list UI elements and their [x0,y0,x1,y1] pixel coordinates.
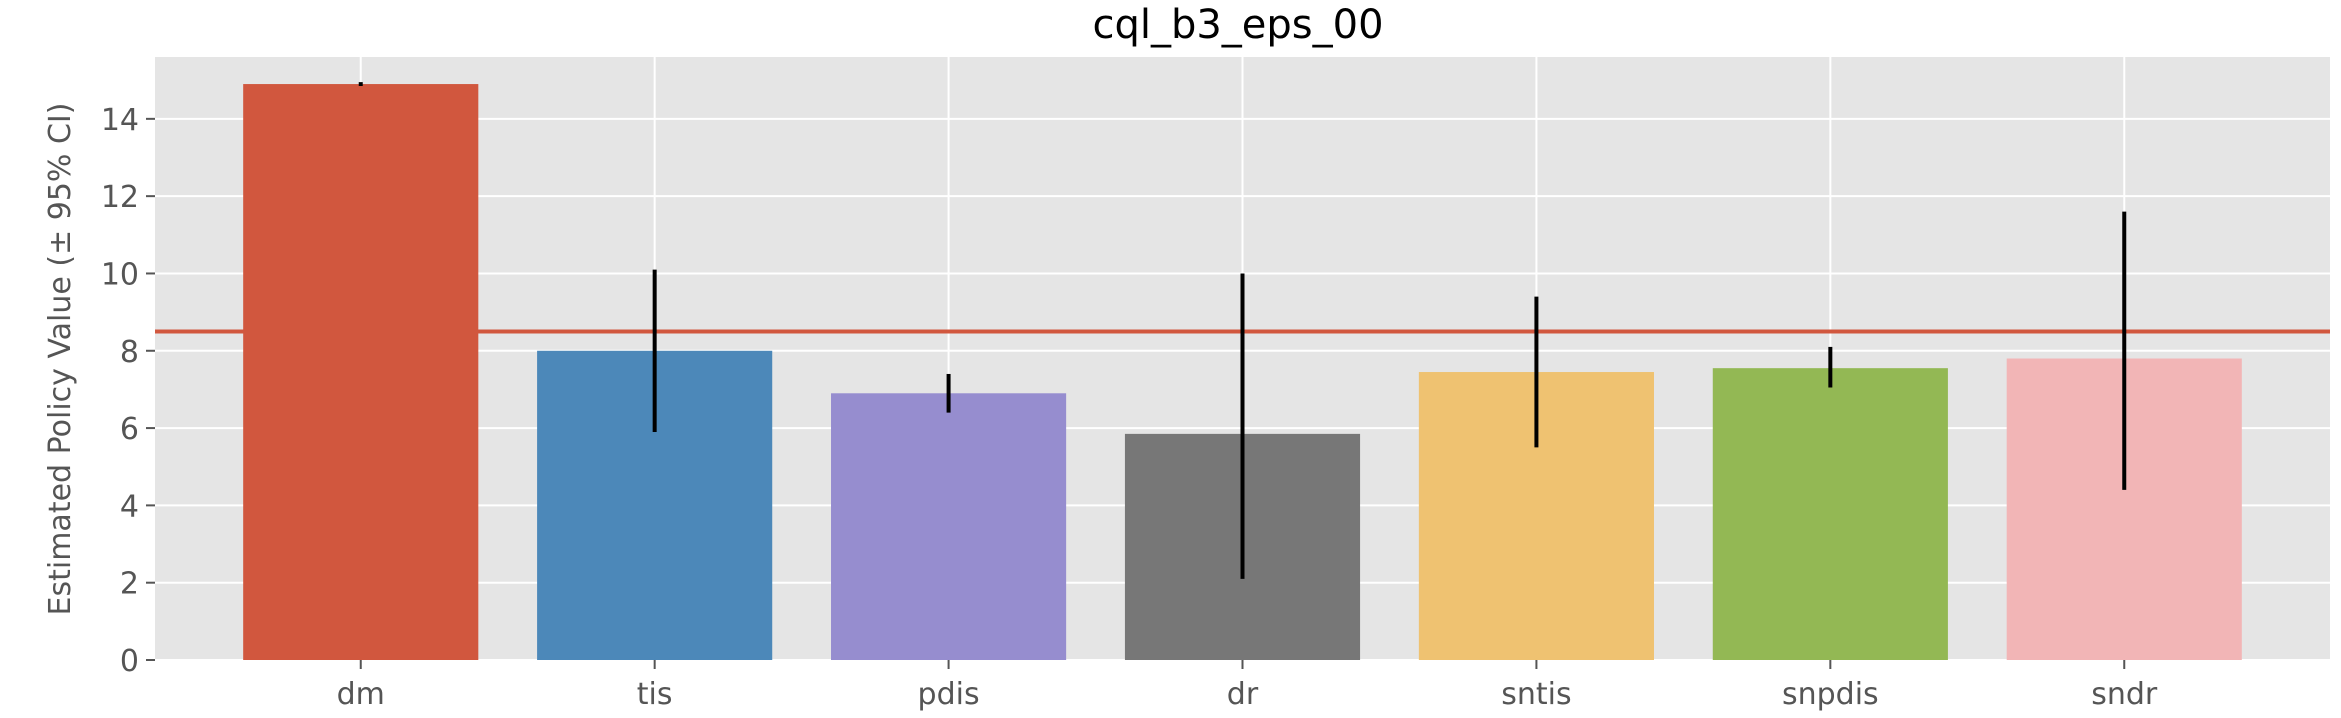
y-tick-label: 12 [101,180,139,215]
chart-title: cql_b3_eps_00 [1092,2,1383,48]
y-axis-label: Estimated Policy Value (± 95% CI) [43,103,78,616]
x-tick-label: dm [337,677,385,712]
y-tick-label: 10 [101,257,139,292]
y-tick-label: 0 [120,644,139,679]
x-axis-ticks: dm tis pdis dr sntis snpdis sndr [337,660,2158,712]
y-tick-label: 14 [101,103,139,138]
x-tick-label: sntis [1501,677,1571,712]
y-axis-ticks: 0 2 4 6 8 10 12 14 [101,103,155,679]
y-tick-label: 2 [120,567,139,602]
x-tick-label: pdis [918,677,980,712]
y-tick-label: 4 [120,489,139,524]
bars [243,84,2242,661]
x-tick-label: sndr [2091,677,2158,712]
error-bars [358,82,2127,579]
bar-pdis [831,393,1067,660]
x-tick-label: tis [637,677,673,712]
y-tick-label: 6 [120,412,139,447]
bar-dm [243,84,479,661]
x-tick-label: dr [1227,677,1259,712]
x-tick-label: snpdis [1782,677,1879,712]
bar-snpdis [1712,368,1948,660]
y-tick-label: 8 [120,335,139,370]
